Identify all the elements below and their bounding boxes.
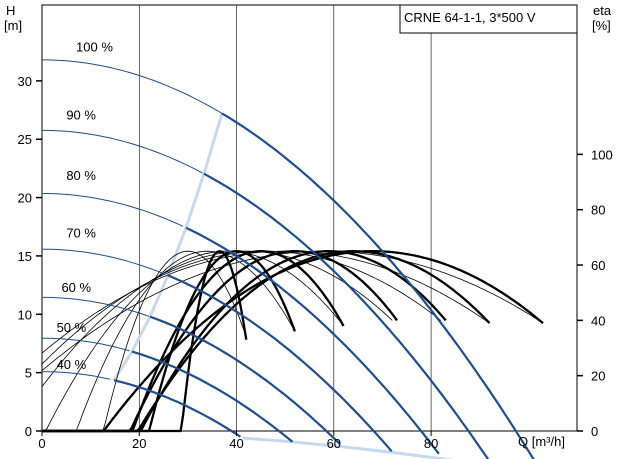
y-left-tick-label: 10	[18, 307, 32, 322]
efficiency-curve-bold	[42, 250, 544, 433]
chart-title: CRNE 64-1-1, 3*500 V	[404, 10, 536, 25]
efficiency-curve-thin	[41, 250, 442, 365]
speed-label: 80 %	[66, 168, 96, 183]
y-right-tick-label: 100	[591, 147, 613, 162]
y-left-tick-label: 30	[18, 74, 32, 89]
y-right-tick-label: 20	[591, 369, 605, 384]
y-left-tick-label: 15	[18, 249, 32, 264]
head-curve-thin	[41, 371, 111, 380]
head-curve-bold	[167, 274, 393, 453]
y-left-label-unit: [m]	[4, 18, 22, 33]
operating-envelope	[112, 112, 454, 459]
y-right-tick-label: 60	[591, 258, 605, 273]
y-right-tick-label: 0	[591, 424, 598, 439]
x-tick-label: 60	[327, 436, 341, 451]
y-left-tick-label: 5	[25, 366, 32, 381]
grid	[138, 5, 432, 431]
head-curves	[41, 59, 535, 459]
envelope-min-flow	[112, 112, 224, 381]
efficiency-curve-thin	[42, 250, 296, 432]
speed-labels: 100 % 90 % 80 % 70 % 60 % 50 % 40 %	[57, 40, 114, 372]
axis-ticks: 0 20 40 60 80 0 5 10 15 20 25 30 0 20 40 60 80 100	[18, 74, 613, 451]
x-axis-label: Q [m³/h]	[518, 434, 565, 449]
x-tick-label: 0	[38, 436, 45, 451]
y-right-label-name: eta	[593, 3, 612, 18]
head-curve-thin	[42, 193, 184, 227]
efficiency-curve-bold	[42, 250, 398, 433]
efficiency-curve-bold	[42, 250, 447, 433]
speed-label: 100 %	[76, 40, 113, 55]
efficiency-curve-thin	[41, 250, 544, 372]
efficiency-curve-thin	[42, 250, 344, 432]
y-left-tick-label: 0	[25, 424, 32, 439]
x-tick-label: 80	[424, 436, 438, 451]
y-right-tick-label: 40	[591, 313, 605, 328]
head-curve-bold	[221, 112, 535, 459]
head-curve-thin	[42, 59, 223, 114]
head-curve-bold	[149, 315, 341, 445]
head-curve-bold	[113, 379, 241, 438]
y-left-tick-label: 25	[18, 132, 32, 147]
plot-frame-group	[41, 4, 578, 432]
envelope-max-flow	[242, 436, 454, 459]
efficiency-curves	[41, 250, 544, 433]
head-curve-thin	[42, 296, 150, 317]
head-curve-bold	[203, 172, 490, 459]
y-right-tick-label: 80	[591, 203, 605, 218]
efficiency-curve-thin	[41, 250, 393, 387]
speed-label: 70 %	[66, 225, 96, 240]
y-left-label-name: H	[6, 3, 15, 18]
head-curve-bold	[185, 226, 440, 455]
speed-label: 50 %	[57, 320, 87, 335]
x-tick-label: 40	[229, 436, 243, 451]
plot-frame	[41, 4, 578, 432]
head-curve-thin	[42, 129, 203, 174]
y-left-tick-label: 20	[18, 191, 32, 206]
efficiency-curve-thin	[41, 250, 490, 354]
speed-label: 60 %	[61, 280, 91, 295]
y-right-label-unit: [%]	[592, 18, 611, 33]
efficiency-curve-bold	[42, 250, 491, 433]
x-tick-label: 20	[132, 436, 146, 451]
title-box: CRNE 64-1-1, 3*500 V	[399, 4, 578, 34]
speed-label: 90 %	[66, 107, 96, 122]
head-curve-thin	[41, 248, 164, 275]
speed-label: 40 %	[57, 357, 87, 372]
title-box-frame	[399, 4, 578, 34]
head-curve-thin	[41, 337, 130, 352]
head-curve-bold	[131, 350, 294, 443]
